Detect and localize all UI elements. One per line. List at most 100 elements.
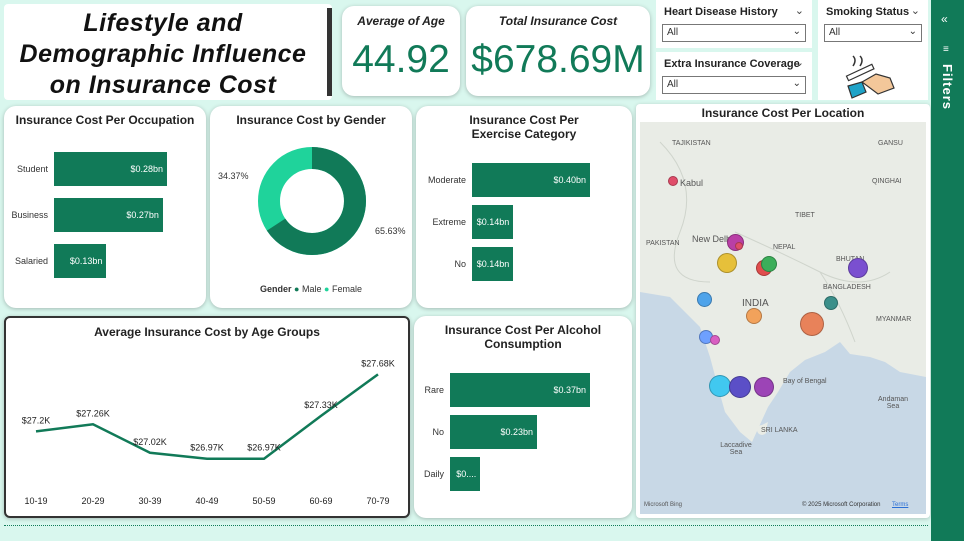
dropdown-arrow-icon: ⌄ <box>792 26 801 37</box>
occupation-bar[interactable]: $0.27bn <box>54 198 163 232</box>
map-bubble[interactable] <box>710 335 720 345</box>
map-bubble[interactable] <box>668 176 678 186</box>
age-tick-label: 60-69 <box>309 496 332 506</box>
exercise-bar[interactable]: $0.40bn <box>472 163 590 197</box>
map-label-andaman: Andaman Sea <box>878 396 908 410</box>
map-label-gansu: GANSU <box>878 140 903 147</box>
collapse-icon[interactable]: « <box>941 12 948 26</box>
legend-female-dot: ● <box>324 284 330 294</box>
exercise-bar[interactable]: $0.14bn <box>472 247 514 281</box>
age-tick-label: 70-79 <box>366 496 389 506</box>
slicer-smoking-value: All <box>829 27 841 38</box>
kpi-avg-age-value: 44.92 <box>352 38 450 81</box>
occupation-title: Insurance Cost Per Occupation <box>15 113 195 127</box>
map-bubble[interactable] <box>761 256 777 272</box>
map-bubble[interactable] <box>800 312 824 336</box>
occupation-bar-label: Salaried <box>14 256 48 266</box>
map-label-tibet: TIBET <box>795 212 815 219</box>
map-bubble[interactable] <box>746 308 762 324</box>
map-bubble[interactable] <box>717 253 737 273</box>
age-tick-label: 10-19 <box>24 496 47 506</box>
donut-label-female: 34.37% <box>218 171 249 181</box>
map-canvas[interactable]: TAJIKISTAN Kabul PAKISTAN New Delhi NEPA… <box>640 122 926 514</box>
alcohol-bar-label: Rare <box>424 385 444 395</box>
occupation-bar[interactable]: $0.13bn <box>54 244 107 278</box>
donut-slice-male[interactable] <box>258 147 366 255</box>
occupation-card: Insurance Cost Per Occupation Student $0.… <box>4 106 206 308</box>
age-data-label: $26.97K <box>247 443 281 453</box>
alcohol-bar[interactable]: $0.... <box>450 457 481 491</box>
age-data-label: $27.2K <box>22 415 51 425</box>
smoking-hand-icon <box>845 55 895 99</box>
alcohol-bar-label: Daily <box>423 469 444 479</box>
kpi-avg-age-card: Average of Age 44.92 <box>342 6 460 96</box>
slicer-extra-dropdown[interactable]: All ⌄ <box>662 76 806 94</box>
slicer-extra-label: Extra Insurance Coverage <box>664 58 800 70</box>
donut-label-male: 65.63% <box>375 226 406 236</box>
age-data-label: $26.97K <box>190 443 224 453</box>
exercise-bar[interactable]: $0.14bn <box>472 205 514 239</box>
gender-legend: Gender ● Male ● Female <box>210 284 412 294</box>
slicer-heart-dropdown[interactable]: All ⌄ <box>662 24 806 42</box>
kpi-total-cost-title: Total Insurance Cost <box>498 14 618 28</box>
map-bubble[interactable] <box>848 258 868 278</box>
title-card: Lifestyle and Demographic Influence on I… <box>4 4 332 100</box>
map-label-tajikistan: TAJIKISTAN <box>672 140 711 147</box>
chevron-down-icon[interactable]: ⌄ <box>794 5 804 17</box>
alcohol-bar[interactable]: $0.37bn <box>450 373 590 407</box>
map-bing-logo: Microsoft Bing <box>644 502 683 508</box>
legend-male-label: Male <box>301 284 322 294</box>
gender-donut <box>258 147 366 255</box>
filters-label[interactable]: Filters <box>940 64 955 111</box>
occupation-bar[interactable]: $0.28bn <box>54 152 167 186</box>
occupation-bar-label: Student <box>16 164 48 174</box>
map-bubble[interactable] <box>824 296 838 310</box>
map-bubble[interactable] <box>709 375 731 397</box>
age-data-label: $27.33K <box>304 400 338 410</box>
map-bubble[interactable] <box>729 376 751 398</box>
chevron-down-icon[interactable]: ⌄ <box>910 5 920 17</box>
dropdown-arrow-icon: ⌄ <box>792 78 801 89</box>
map-bubble[interactable] <box>754 377 774 397</box>
filter-icon: ≡ <box>943 44 949 55</box>
legend-title: Gender <box>260 284 292 294</box>
slicer-smoking-dropdown[interactable]: All ⌄ <box>824 24 922 42</box>
age-line-series <box>35 373 379 460</box>
slicer-extra-coverage[interactable]: Extra Insurance Coverage ⌄ All ⌄ <box>656 52 812 100</box>
slicer-heart-label: Heart Disease History <box>664 6 778 18</box>
map-label-bangladesh: BANGLADESH <box>823 284 871 291</box>
smoking-icon-panel <box>818 48 928 100</box>
location-map-card: Insurance Cost Per Location TAJIKISTAN K… <box>636 104 930 518</box>
slicer-extra-value: All <box>667 79 679 90</box>
slicer-heart-disease[interactable]: Heart Disease History ⌄ All ⌄ <box>656 0 812 48</box>
map-label-laccadive: Laccadive Sea <box>720 442 752 456</box>
filters-pane[interactable]: « ≡ <box>931 0 964 541</box>
age-data-label: $27.02K <box>133 437 167 447</box>
age-tick-label: 50-59 <box>252 496 275 506</box>
slicer-smoking-status[interactable]: Smoking Status ⌄ All ⌄ <box>818 0 928 48</box>
alcohol-card: Insurance Cost Per Alcohol Consumption R… <box>414 316 632 518</box>
age-tick-label: 30-39 <box>138 496 161 506</box>
map-label-india: INDIA <box>742 298 769 309</box>
exercise-bar-label: No <box>454 259 466 269</box>
age-data-label: $27.68K <box>361 358 395 368</box>
map-bubble[interactable] <box>697 292 712 307</box>
kpi-avg-age-title: Average of Age <box>357 14 445 28</box>
age-groups-card: Average Insurance Cost by Age Groups $27… <box>4 316 410 518</box>
map-label-qinghai: QINGHAI <box>872 178 902 185</box>
map-label-nepal: NEPAL <box>773 244 796 251</box>
map-copyright: © 2025 Microsoft Corporation <box>802 502 881 508</box>
map-label-bay-of-bengal: Bay of Bengal <box>783 378 827 385</box>
gender-title: Insurance Cost by Gender <box>236 113 386 127</box>
map-label-myanmar: MYANMAR <box>876 316 912 323</box>
kpi-total-cost-value: $678.69M <box>471 38 645 81</box>
age-groups-title: Average Insurance Cost by Age Groups <box>94 325 320 339</box>
map-bubble[interactable] <box>735 242 743 250</box>
occupation-bar-label: Business <box>11 210 48 220</box>
alcohol-bar[interactable]: $0.23bn <box>450 415 538 449</box>
gender-card: Insurance Cost by Gender 34.37% 65.63% G… <box>210 106 412 308</box>
page-title: Lifestyle and Demographic Influence on I… <box>19 9 307 99</box>
map-terms-link[interactable]: Terms <box>892 502 909 508</box>
chevron-down-icon[interactable]: ⌄ <box>794 57 804 69</box>
exercise-bar-label: Extreme <box>432 217 466 227</box>
